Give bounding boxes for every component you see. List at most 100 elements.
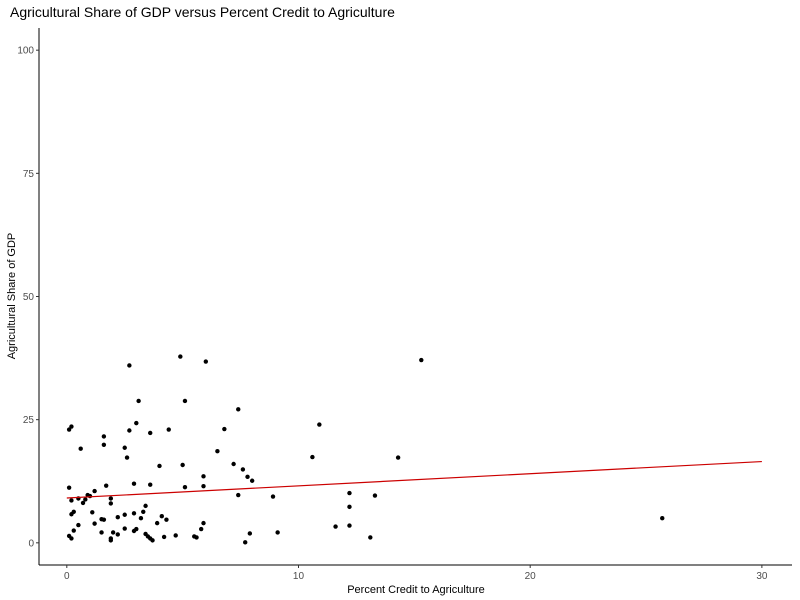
data-point	[148, 482, 153, 487]
data-point	[164, 517, 169, 522]
data-point	[317, 422, 322, 427]
data-point	[90, 510, 95, 515]
data-point	[243, 540, 248, 545]
data-point	[66, 485, 72, 490]
data-point	[78, 446, 83, 451]
data-point	[87, 493, 93, 499]
data-point	[122, 445, 127, 450]
data-point	[69, 536, 74, 541]
data-point	[101, 517, 107, 522]
data-point	[249, 478, 255, 483]
data-point	[138, 515, 144, 521]
data-point	[201, 474, 206, 479]
y-tick-label: 100	[17, 46, 34, 57]
data-point	[159, 514, 164, 519]
data-point	[141, 509, 146, 514]
y-tick-label: 75	[23, 169, 35, 180]
data-point	[166, 427, 171, 432]
data-point	[173, 533, 178, 538]
data-point	[333, 524, 338, 529]
data-point	[182, 484, 188, 490]
data-point	[180, 462, 185, 468]
data-point	[161, 534, 167, 540]
data-point	[110, 530, 116, 535]
data-point	[419, 357, 424, 363]
x-tick-label: 30	[756, 571, 768, 582]
data-point	[157, 463, 162, 469]
data-point	[69, 424, 74, 429]
data-point	[270, 494, 276, 499]
data-point	[92, 488, 97, 494]
data-point	[150, 538, 155, 543]
data-points	[66, 354, 665, 545]
data-point	[134, 420, 139, 426]
x-ticks: 0 10 20 30	[64, 565, 768, 582]
data-point	[236, 407, 241, 412]
data-point	[347, 490, 352, 496]
data-point	[80, 500, 86, 506]
data-point	[347, 523, 352, 528]
y-axis-title: Agricultural Share of GDP	[6, 233, 18, 360]
data-point	[236, 492, 241, 498]
data-point	[115, 532, 120, 537]
data-point	[194, 535, 199, 540]
data-point	[201, 520, 206, 526]
data-point	[83, 497, 88, 502]
data-point	[122, 526, 127, 531]
data-point	[92, 521, 97, 526]
y-ticks: 0 25 50 75 100	[17, 46, 39, 549]
data-point	[182, 398, 188, 404]
data-point	[310, 454, 315, 460]
data-point	[368, 535, 373, 540]
y-tick-label: 25	[23, 415, 35, 426]
data-point	[134, 526, 139, 532]
data-point	[69, 498, 74, 503]
data-point	[76, 522, 81, 528]
data-point	[115, 515, 120, 520]
data-point	[660, 515, 665, 521]
data-point	[127, 363, 132, 368]
data-point	[71, 509, 76, 514]
data-point	[131, 481, 137, 486]
y-tick-label: 0	[28, 538, 34, 549]
data-point	[122, 512, 127, 517]
data-point	[101, 434, 107, 439]
data-point	[143, 503, 148, 509]
data-point	[127, 428, 132, 433]
data-point	[101, 442, 107, 447]
data-point	[108, 496, 114, 501]
data-point	[347, 504, 352, 510]
trend-line	[66, 460, 762, 499]
data-point	[148, 430, 153, 436]
data-point	[222, 426, 227, 432]
data-point	[103, 483, 109, 488]
data-point	[108, 538, 114, 543]
data-point	[275, 530, 280, 535]
data-point	[124, 455, 130, 460]
data-point	[178, 354, 183, 359]
data-point	[215, 448, 220, 454]
data-point	[71, 528, 76, 533]
data-point	[99, 530, 104, 535]
data-point	[372, 493, 378, 498]
x-axis-title: Percent Credit to Agriculture	[347, 584, 485, 596]
x-tick-label: 0	[64, 571, 70, 582]
data-point	[247, 531, 253, 536]
data-point	[245, 474, 250, 480]
data-point	[203, 359, 209, 364]
chart-title: Agricultural Share of GDP versus Percent…	[10, 4, 395, 20]
data-point	[395, 455, 401, 460]
x-tick-label: 10	[293, 571, 305, 582]
x-tick-label: 20	[525, 571, 537, 582]
data-point	[240, 467, 246, 472]
data-point	[231, 461, 236, 467]
y-tick-label: 50	[23, 292, 35, 303]
data-point	[131, 511, 137, 516]
data-point	[198, 526, 204, 532]
data-point	[201, 483, 206, 489]
data-point	[136, 398, 141, 404]
data-point	[108, 501, 114, 506]
data-point	[66, 427, 72, 432]
data-point	[154, 520, 160, 526]
